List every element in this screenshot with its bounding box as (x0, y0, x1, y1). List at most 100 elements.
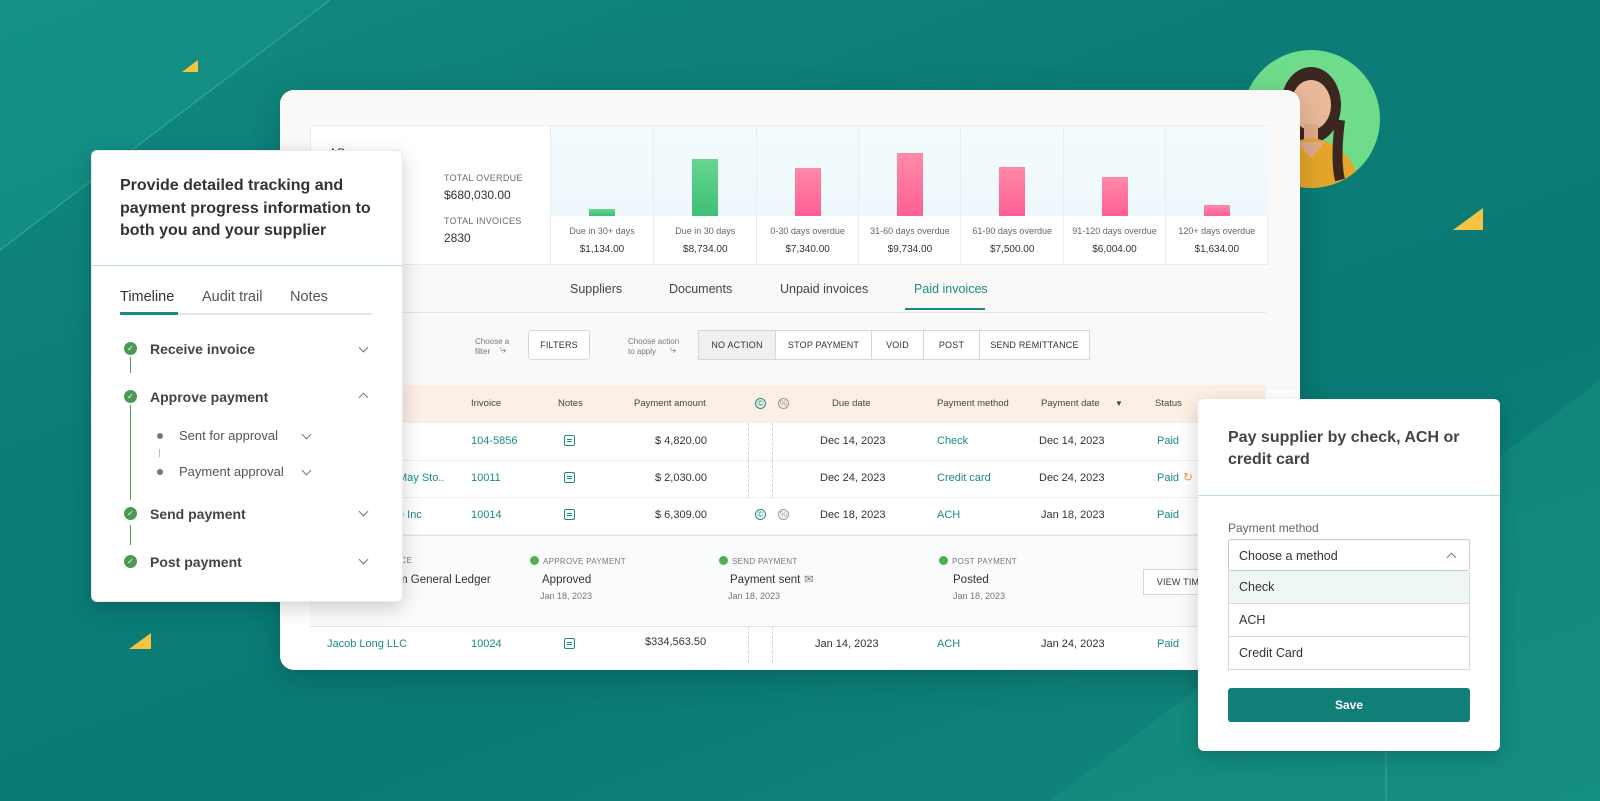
check-icon: ✓ (124, 555, 137, 568)
chevron-down-icon[interactable] (301, 429, 312, 440)
progress-step-label: SEND PAYMENT (719, 556, 798, 566)
mail-icon: ✉ (804, 574, 814, 586)
check-icon: © (755, 509, 766, 520)
chevron-down-icon[interactable] (358, 554, 369, 565)
action-toolbar: Choose a filter ⤷ FILTERS Choose action … (310, 330, 1266, 364)
col-notes[interactable]: Notes (558, 398, 583, 409)
tab-notes[interactable]: Notes (290, 289, 328, 305)
no-action-button[interactable]: NO ACTION (698, 330, 776, 360)
chevron-down-icon[interactable] (358, 506, 369, 517)
invoice-link[interactable]: 10014 (471, 509, 502, 521)
option-check[interactable]: Check (1228, 571, 1470, 604)
check-filter-icon[interactable]: © (755, 398, 766, 409)
bar[interactable] (1203, 205, 1230, 216)
payment-method-select[interactable]: Choose a method (1228, 539, 1470, 571)
table-row[interactable]: e Inc 10014 $ 6,309.00 © % Dec 18, 2023 … (310, 497, 1266, 535)
col-payment-date[interactable]: Payment date (1041, 398, 1100, 409)
accent-mark (1453, 208, 1483, 230)
check-icon (939, 556, 948, 565)
bar-category-label: 31-60 days overdue (870, 226, 950, 236)
post-button[interactable]: POST (923, 330, 980, 360)
table-row[interactable]: May Sto.. 10011 $ 2,030.00 Dec 24, 2023 … (310, 460, 1266, 498)
void-button[interactable]: VOID (871, 330, 924, 360)
substep-payment-approval[interactable]: Payment approval (179, 464, 284, 479)
progress-step-date: Jan 18, 2023 (953, 591, 1006, 601)
step-approve-payment[interactable]: Approve payment (150, 389, 269, 405)
payment-method[interactable]: ACH (937, 509, 961, 521)
option-credit-card[interactable]: Credit Card (1228, 637, 1470, 670)
tab-unpaid-invoices[interactable]: Unpaid invoices (780, 282, 869, 296)
tab-timeline[interactable]: Timeline (120, 289, 175, 305)
invoice-link[interactable]: 104-5856 (471, 435, 518, 447)
payment-method-label: Payment method (1228, 521, 1319, 535)
tracking-card: Provide detailed tracking and payment pr… (91, 150, 403, 602)
pay-supplier-card: Pay supplier by check, ACH or credit car… (1198, 399, 1500, 751)
refresh-icon[interactable]: ↻ (1183, 470, 1194, 484)
payment-amount: $ 2,030.00 (655, 472, 707, 484)
supplier-link[interactable]: Jacob Long LLC (327, 638, 408, 650)
supplier-link[interactable]: May Sto.. (398, 472, 445, 484)
bar[interactable] (1101, 177, 1128, 216)
active-tab-underline (120, 312, 178, 315)
bar[interactable] (999, 167, 1026, 216)
col-due-date[interactable]: Due date (832, 398, 871, 409)
payment-method[interactable]: Check (937, 435, 969, 447)
option-label: Credit Card (1239, 646, 1303, 660)
check-icon: ✓ (124, 390, 137, 403)
bar[interactable] (692, 159, 719, 216)
status-badge: Paid (1157, 638, 1180, 650)
substep-sent-for-approval[interactable]: Sent for approval (179, 428, 279, 443)
due-date: Dec 18, 2023 (820, 509, 886, 521)
col-payment-method[interactable]: Payment method (937, 398, 1009, 409)
chevron-up-icon[interactable] (358, 392, 369, 403)
supplier-link[interactable]: e Inc (398, 509, 422, 521)
chevron-down-icon[interactable] (358, 342, 369, 353)
bar[interactable] (794, 168, 821, 216)
bar-plot-area (1063, 126, 1166, 216)
tab-paid-invoices[interactable]: Paid invoices (914, 282, 988, 296)
invoice-link[interactable]: 10024 (471, 638, 502, 650)
note-icon[interactable] (564, 509, 575, 520)
payment-method[interactable]: Credit card (937, 472, 991, 484)
step-post-payment[interactable]: Post payment (150, 554, 242, 570)
stop-payment-button[interactable]: STOP PAYMENT (775, 330, 872, 360)
tab-suppliers[interactable]: Suppliers (570, 282, 623, 296)
tab-audit-trail[interactable]: Audit trail (202, 289, 263, 305)
progress-step-date: Jan 18, 2023 (540, 591, 593, 601)
table-row[interactable]: Jacob Long LLC 10024 $334,563.50 Jan 14,… (310, 626, 1266, 663)
send-remittance-button[interactable]: SEND REMITTANCE (979, 330, 1090, 360)
due-date: Dec 14, 2023 (820, 435, 886, 447)
filters-button[interactable]: FILTERS (528, 330, 590, 360)
tracking-card-title: Provide detailed tracking and payment pr… (120, 177, 371, 239)
step-receive-invoice[interactable]: Receive invoice (150, 341, 256, 357)
col-amount[interactable]: Payment amount (634, 398, 706, 409)
table-row[interactable]: 104-5856 $ 4,820.00 Dec 14, 2023 Check D… (310, 423, 1266, 461)
bar[interactable] (896, 153, 923, 216)
check-icon (530, 556, 539, 565)
bar-value-label: $7,500.00 (989, 244, 1035, 255)
note-icon[interactable] (564, 638, 575, 649)
tab-documents[interactable]: Documents (669, 282, 733, 296)
step-send-payment[interactable]: Send payment (150, 506, 246, 522)
payment-amount: $334,563.50 (645, 636, 707, 648)
substep-connector (159, 449, 160, 457)
save-button[interactable]: Save (1228, 688, 1470, 722)
note-icon[interactable] (564, 435, 575, 446)
bar-column: 120+ days overdue $1,634.00 (1164, 126, 1268, 264)
payment-method[interactable]: ACH (937, 638, 961, 650)
timeline-connector (130, 525, 131, 545)
sort-desc-icon[interactable]: ▼ (1115, 399, 1123, 408)
bar-category-label: 91-120 days overdue (1072, 226, 1157, 236)
chevron-up-icon[interactable] (1446, 552, 1457, 563)
bar[interactable] (589, 209, 615, 216)
invoice-link[interactable]: 10011 (471, 472, 501, 484)
col-invoice[interactable]: Invoice (471, 398, 502, 409)
note-icon[interactable] (564, 472, 575, 483)
bar-plot-area (961, 126, 1064, 216)
chevron-down-icon[interactable] (301, 465, 312, 476)
bar-column: 91-120 days overdue $6,004.00 (1062, 126, 1166, 264)
col-status[interactable]: Status (1155, 398, 1182, 409)
option-ach[interactable]: ACH (1228, 604, 1470, 637)
percent-filter-icon[interactable]: % (778, 398, 789, 409)
progress-step-label: POST PAYMENT (939, 556, 1017, 566)
